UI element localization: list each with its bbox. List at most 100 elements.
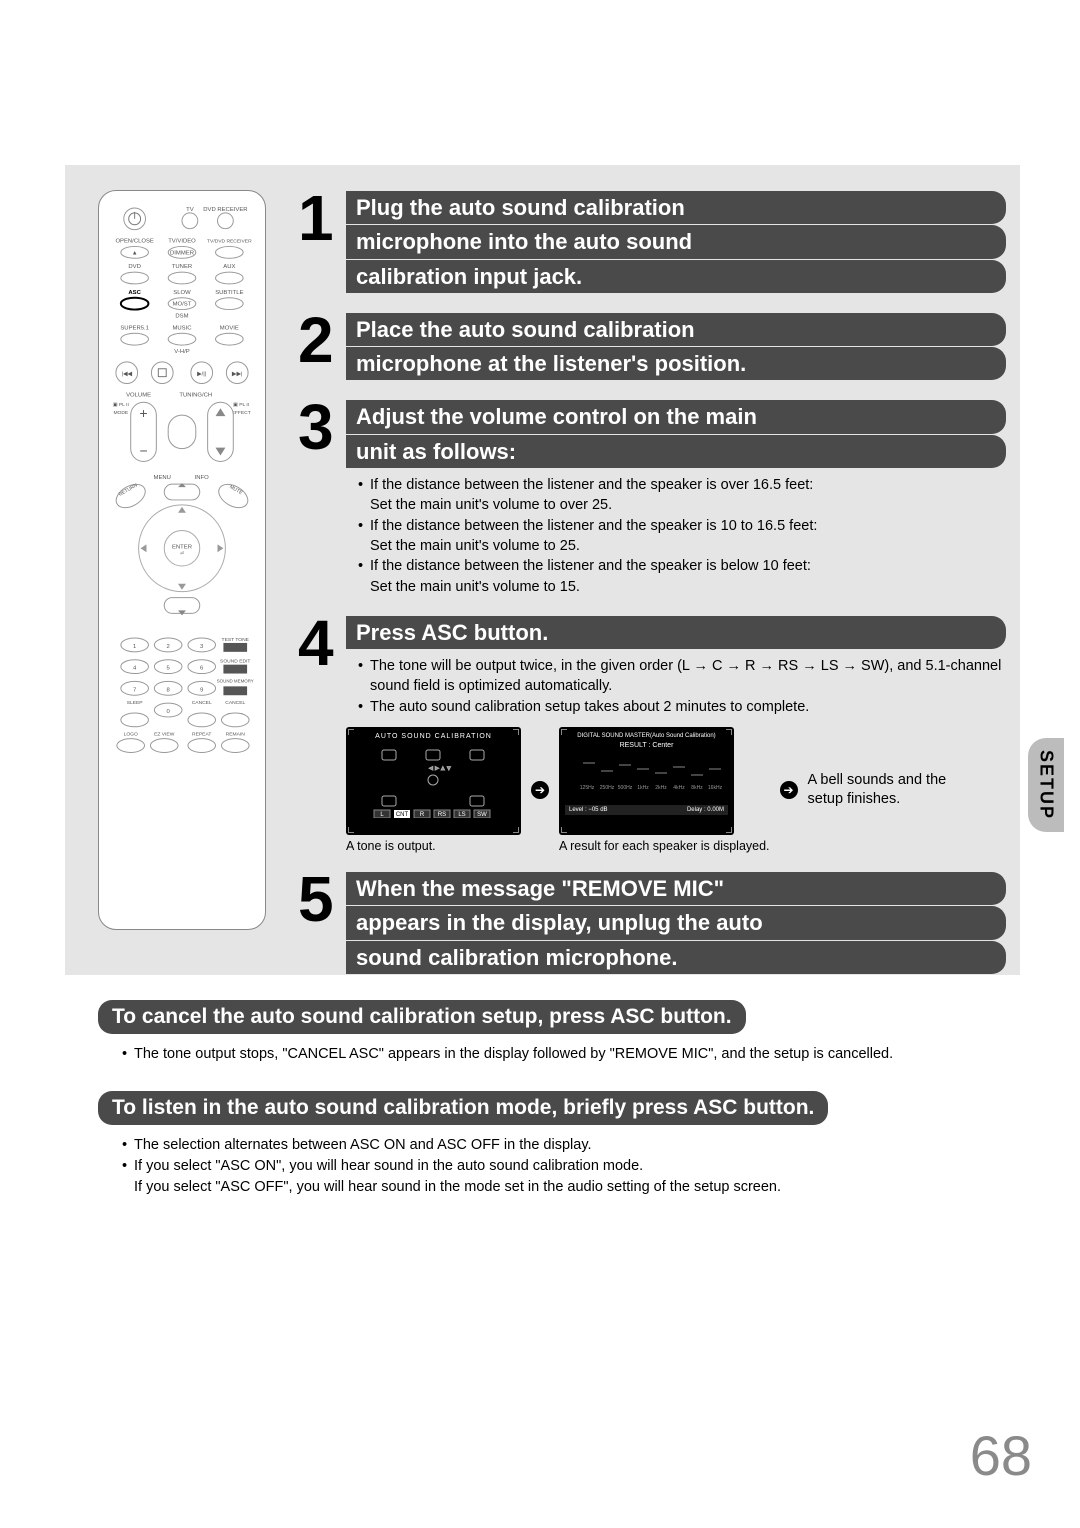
step-4: 4 Press ASC button. The tone will be out… <box>298 615 998 853</box>
step-bar: sound calibration microphone. <box>346 941 1006 974</box>
step-bar: appears in the display, unplug the auto <box>346 906 1006 939</box>
svg-text:▶/||: ▶/|| <box>197 372 206 378</box>
svg-text:LS: LS <box>458 812 465 818</box>
svg-text:2kHz: 2kHz <box>655 785 667 791</box>
svg-text:1kHz: 1kHz <box>637 785 649 791</box>
sub-heading: To cancel the auto sound calibration set… <box>98 1000 746 1034</box>
section-tab-label: SETUP <box>1036 750 1057 820</box>
svg-text:DIMMER: DIMMER <box>170 250 194 256</box>
svg-text:1: 1 <box>133 644 136 650</box>
svg-text:AUX: AUX <box>223 264 235 270</box>
svg-text:MO/ST: MO/ST <box>173 302 192 308</box>
step-bar: Place the auto sound calibration <box>346 313 1006 346</box>
page-number: 68 <box>970 1423 1032 1488</box>
svg-text:R: R <box>420 812 425 818</box>
step-body: Place the auto sound calibration microph… <box>346 312 1006 382</box>
svg-text:4kHz: 4kHz <box>673 785 685 791</box>
svg-text:2: 2 <box>167 644 170 650</box>
step-bar: unit as follows: <box>346 435 1006 468</box>
step-bar: When the message "REMOVE MIC" <box>346 872 1006 905</box>
step-bar: microphone into the auto sound <box>346 225 1006 258</box>
svg-text:DVD: DVD <box>128 264 140 270</box>
screen-footer: Delay : 0.00M <box>687 807 724 813</box>
svg-text:▲: ▲ <box>132 250 138 256</box>
bullet-cont: If you select "ASC OFF", you will hear s… <box>122 1177 988 1198</box>
svg-text:ASC: ASC <box>128 290 141 296</box>
bullet: If the distance between the listener and… <box>358 556 1006 576</box>
remote-control: TV DVD RECEIVER OPEN/CLOSE TV/VIDEO TV/D… <box>98 190 266 930</box>
screen-col: DIGITAL SOUND MASTER(Auto Sound Calibrat… <box>559 727 770 853</box>
step-bullets: If the distance between the listener and… <box>346 469 1006 597</box>
step-number: 1 <box>298 190 338 294</box>
svg-text:SLEEP: SLEEP <box>127 700 144 706</box>
svg-text:SLOW: SLOW <box>173 290 191 296</box>
step-body: When the message "REMOVE MIC" appears in… <box>346 871 1006 975</box>
screen-result: DIGITAL SOUND MASTER(Auto Sound Calibrat… <box>559 727 734 835</box>
sub-list: The selection alternates between ASC ON … <box>98 1135 988 1198</box>
svg-text:TV/VIDEO: TV/VIDEO <box>168 238 196 244</box>
screen-caption: A result for each speaker is displayed. <box>559 839 770 853</box>
screen-col: AUTO SOUND CALIBRATION ◄►▲▼ <box>346 727 521 853</box>
svg-text:◄►▲▼: ◄►▲▼ <box>428 766 452 772</box>
svg-text:SUBTITLE: SUBTITLE <box>215 290 243 296</box>
svg-text:125Hz: 125Hz <box>580 785 595 791</box>
svg-text:SUPER5.1: SUPER5.1 <box>120 325 149 331</box>
svg-text:16kHz: 16kHz <box>708 785 723 791</box>
manual-page: TV DVD RECEIVER OPEN/CLOSE TV/VIDEO TV/D… <box>0 0 1080 1528</box>
step-bullets: The tone will be output twice, in the gi… <box>346 650 1006 717</box>
bullet: The selection alternates between ASC ON … <box>122 1135 988 1156</box>
svg-text:V-H/P: V-H/P <box>174 349 189 355</box>
step-bar: Plug the auto sound calibration <box>346 191 1006 224</box>
bullet: The auto sound calibration setup takes a… <box>358 697 1006 717</box>
svg-text:▣ PL II: ▣ PL II <box>233 402 249 408</box>
svg-text:CANCEL: CANCEL <box>225 700 245 706</box>
svg-text:|◀◀: |◀◀ <box>121 372 132 378</box>
screen-footer: Level : −05 dB <box>569 807 608 813</box>
screen-title: DIGITAL SOUND MASTER(Auto Sound Calibrat… <box>565 733 728 739</box>
svg-text:TEST TONE: TEST TONE <box>222 637 250 643</box>
bullet: If you select "ASC ON", you will hear so… <box>122 1156 988 1177</box>
svg-text:DSM: DSM <box>175 313 188 319</box>
step-3: 3 Adjust the volume control on the main … <box>298 399 998 596</box>
step-number: 5 <box>298 871 338 975</box>
screen-title: AUTO SOUND CALIBRATION <box>352 733 515 740</box>
step-bar: Adjust the volume control on the main <box>346 400 1006 433</box>
svg-text:DVD RECEIVER: DVD RECEIVER <box>203 207 247 213</box>
svg-text:RS: RS <box>438 812 446 818</box>
svg-text:500Hz: 500Hz <box>618 785 633 791</box>
step-body: Plug the auto sound calibration micropho… <box>346 190 1006 294</box>
bullet: The tone will be output twice, in the gi… <box>358 656 1006 697</box>
svg-text:TUNER: TUNER <box>172 264 192 270</box>
screen-tone: AUTO SOUND CALIBRATION ◄►▲▼ <box>346 727 521 835</box>
svg-text:250Hz: 250Hz <box>600 785 615 791</box>
svg-text:EFFECT: EFFECT <box>232 410 251 416</box>
svg-text:MENU: MENU <box>154 475 171 481</box>
bullet-sub: Set the main unit's volume to 15. <box>358 577 1006 597</box>
step-bar: calibration input jack. <box>346 260 1006 293</box>
step-2: 2 Place the auto sound calibration micro… <box>298 312 998 382</box>
step-1: 1 Plug the auto sound calibration microp… <box>298 190 998 294</box>
bullet-sub: Set the main unit's volume to over 25. <box>358 495 1006 515</box>
sub-heading: To listen in the auto sound calibration … <box>98 1091 828 1125</box>
step-bar: microphone at the listener's position. <box>346 347 1006 380</box>
svg-text:TV: TV <box>186 207 194 213</box>
svg-text:⏎: ⏎ <box>180 551 184 557</box>
svg-text:▣ PL II: ▣ PL II <box>113 402 129 408</box>
section-tab: SETUP <box>1028 738 1064 832</box>
remote-svg: TV DVD RECEIVER OPEN/CLOSE TV/VIDEO TV/D… <box>109 203 255 913</box>
steps-column: 1 Plug the auto sound calibration microp… <box>298 190 998 993</box>
bottom-section: To cancel the auto sound calibration set… <box>98 1000 988 1198</box>
svg-text:7: 7 <box>133 687 136 693</box>
svg-text:ENTER: ENTER <box>172 544 192 550</box>
svg-text:9: 9 <box>200 687 203 693</box>
screen-caption: A tone is output. <box>346 839 521 853</box>
svg-text:SW: SW <box>477 812 487 818</box>
step-body: Press ASC button. The tone will be outpu… <box>346 615 1006 853</box>
svg-text:INFO: INFO <box>195 475 210 481</box>
bullet: If the distance between the listener and… <box>358 516 1006 536</box>
svg-text:8kHz: 8kHz <box>691 785 703 791</box>
svg-text:EZ VIEW: EZ VIEW <box>154 732 175 738</box>
svg-text:TV/DVD RECEIVER: TV/DVD RECEIVER <box>207 238 252 244</box>
svg-text:▶▶|: ▶▶| <box>232 372 243 378</box>
step-number: 3 <box>298 399 338 596</box>
